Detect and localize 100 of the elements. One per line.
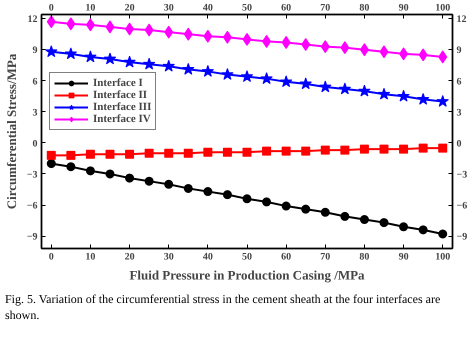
y2-tick-label: 12 [456,14,466,26]
point [46,150,56,160]
point [282,146,291,156]
x-tick-label: 60 [281,2,292,14]
legend-label: Interface IV [93,113,151,125]
point [418,48,428,62]
point [262,34,272,48]
point [86,166,95,176]
x-tick-label: 0 [48,2,54,14]
y-tick-label: −3 [26,169,38,180]
point [144,176,154,186]
point [66,150,76,160]
point [46,159,56,168]
y2-tick-label: −6 [456,200,468,212]
point [320,208,330,217]
x-tick-label: 70 [320,2,330,14]
point [125,174,134,183]
y-tick-label: 9 [32,45,38,56]
point [66,162,76,172]
point [280,75,292,88]
point [416,92,430,105]
y-tick-label: 3 [32,107,38,118]
y2-tick-label: 9 [456,45,462,56]
legend-label: Interface I [93,77,143,89]
x-tick-label: 40 [202,2,213,14]
x2-tick-label: 90 [398,252,409,262]
x-tick-label: 50 [242,2,252,14]
caption: Fig. 5. Variation of the circumferential stress in the cement sheath at the four interfaces are shown. [5,292,442,324]
x-tick-label: 90 [398,2,409,14]
y2-tick-label: −9 [456,232,468,243]
y2-tick-label: 0 [456,138,462,150]
point [106,169,114,178]
point [380,144,388,154]
point [86,18,95,32]
point [340,146,350,155]
point [240,70,254,82]
y-axis-title: Circumferential Stress/MPa [4,53,19,210]
point [45,45,58,58]
point [418,225,428,234]
point [360,43,369,56]
point [142,58,156,70]
point [203,30,212,43]
x2-tick-label: 20 [124,252,135,262]
point [164,180,174,189]
x-tick-label: 80 [359,2,370,14]
point [319,80,332,92]
point [300,77,312,90]
point [301,146,310,156]
point [222,30,232,44]
point [340,41,350,54]
point [203,148,212,157]
point [46,15,56,28]
y2-tick-label: −3 [456,169,468,180]
y2-tick-label: 3 [456,107,462,118]
point [360,144,369,154]
point [282,202,291,211]
point [262,146,272,156]
x-tick-label: 20 [124,2,135,14]
y-tick-label: 0 [32,138,38,150]
point [301,38,310,52]
x-axis-title: Fluid Pressure in Production Casing /MPa [129,268,366,282]
point [221,68,234,80]
point [397,90,410,102]
legend-label: Interface III [93,101,152,113]
point [242,148,252,157]
point [282,36,291,49]
point [320,146,330,155]
point [418,144,428,153]
x2-tick-label: 80 [359,252,370,262]
point [164,26,174,39]
point [358,84,371,96]
y-tick-label: −9 [26,232,38,243]
x2-tick-label: 0 [48,252,54,262]
y-tick-label: −6 [26,200,38,212]
point [184,148,193,158]
point [338,82,352,94]
point [380,218,388,228]
x2-tick-label: 70 [320,252,330,262]
point [438,50,448,64]
point [184,28,193,41]
point [222,148,232,157]
point [301,204,310,214]
point [436,94,449,107]
y-tick-label: 12 [28,14,38,26]
point [64,47,78,60]
point [125,22,134,36]
x2-tick-label: 30 [164,252,174,262]
x2-tick-label: 50 [242,252,252,262]
point [399,47,408,60]
x-tick-label: 100 [435,2,450,14]
legend-label: Interface II [93,89,148,101]
point [438,144,448,153]
point [222,190,232,200]
point [340,212,350,221]
point [162,60,175,72]
point [182,62,194,75]
x2-tick-label: 10 [85,252,96,262]
point [106,150,114,159]
point [125,150,134,159]
x2-tick-label: 40 [202,252,213,262]
